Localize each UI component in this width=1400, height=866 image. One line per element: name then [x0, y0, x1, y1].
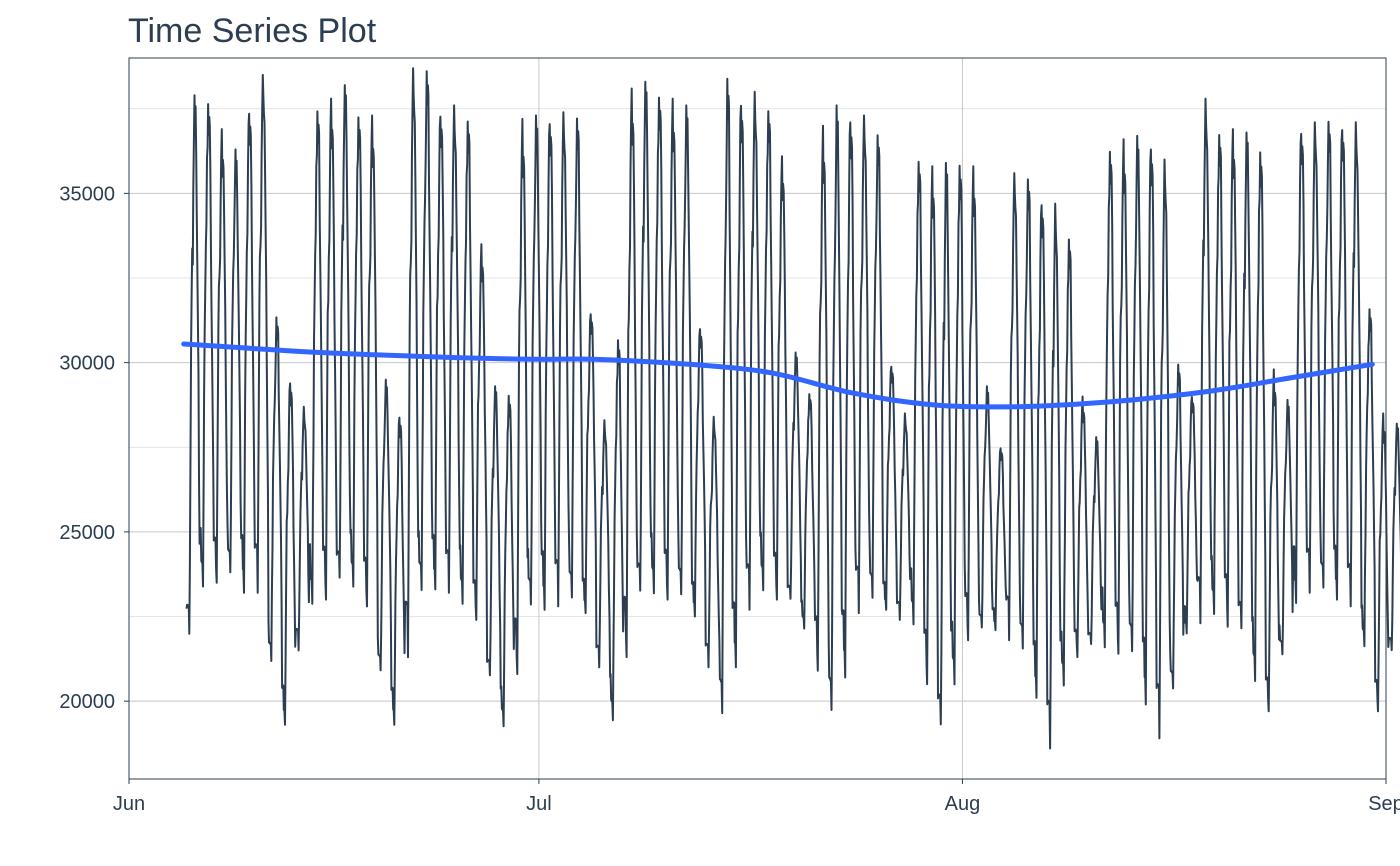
y-tick-label: 30000: [59, 353, 115, 375]
y-tick-label: 25000: [59, 522, 115, 544]
x-tick-label: Jul: [526, 793, 552, 815]
trend-line: [181, 341, 1375, 410]
plot-panel-border: [128, 57, 1387, 780]
x-tick-label: Aug: [945, 793, 981, 815]
axes: 20000 25000 30000 35000 Jun Jul Aug Sep: [59, 183, 1400, 815]
y-tick-label: 35000: [59, 183, 115, 205]
chart-title: Time Series Plot: [128, 12, 377, 50]
hourly-series-line: [185, 67, 1400, 750]
x-tick-label: Jun: [113, 793, 145, 815]
y-tick-label: 20000: [59, 691, 115, 713]
x-tick-label: Sep: [1368, 793, 1400, 815]
data-series: [181, 67, 1400, 750]
